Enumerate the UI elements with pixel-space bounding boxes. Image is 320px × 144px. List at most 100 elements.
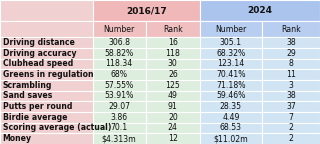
Bar bbox=[0, 80, 93, 91]
Bar bbox=[262, 21, 320, 37]
Text: 2: 2 bbox=[288, 134, 293, 143]
Bar bbox=[262, 80, 320, 91]
Bar bbox=[262, 48, 320, 58]
Bar bbox=[0, 91, 93, 101]
Text: Scoring average (actual): Scoring average (actual) bbox=[3, 123, 111, 132]
Text: 68%: 68% bbox=[111, 70, 128, 79]
Text: 57.55%: 57.55% bbox=[105, 81, 134, 90]
Bar bbox=[0, 133, 93, 144]
Bar bbox=[0, 101, 93, 112]
Text: Birdie average: Birdie average bbox=[3, 113, 67, 122]
Bar bbox=[146, 112, 200, 123]
Text: 29.07: 29.07 bbox=[108, 102, 130, 111]
Text: Driving distance: Driving distance bbox=[3, 38, 75, 47]
Bar bbox=[262, 58, 320, 69]
Text: 91: 91 bbox=[168, 102, 178, 111]
Text: 16: 16 bbox=[168, 38, 178, 47]
Text: 70.1: 70.1 bbox=[111, 123, 128, 132]
Text: 125: 125 bbox=[165, 81, 180, 90]
Text: 20: 20 bbox=[168, 113, 178, 122]
Bar bbox=[262, 69, 320, 80]
Bar bbox=[200, 112, 262, 123]
Text: 68.53: 68.53 bbox=[220, 123, 242, 132]
Text: 58.82%: 58.82% bbox=[105, 49, 134, 58]
Text: 3: 3 bbox=[288, 81, 293, 90]
Bar bbox=[262, 112, 320, 123]
Text: 306.8: 306.8 bbox=[108, 38, 130, 47]
Text: Money: Money bbox=[3, 134, 32, 143]
Bar bbox=[93, 101, 146, 112]
Bar bbox=[0, 48, 93, 58]
Bar bbox=[146, 80, 200, 91]
Bar bbox=[93, 48, 146, 58]
Bar bbox=[200, 80, 262, 91]
Bar bbox=[93, 21, 146, 37]
Bar bbox=[0, 112, 93, 123]
Text: 123.14: 123.14 bbox=[217, 59, 244, 68]
Text: Driving accuracy: Driving accuracy bbox=[3, 49, 76, 58]
Bar bbox=[0, 0, 93, 21]
Bar bbox=[262, 37, 320, 48]
Text: 11: 11 bbox=[286, 70, 296, 79]
Bar bbox=[146, 69, 200, 80]
Text: Rank: Rank bbox=[163, 25, 183, 34]
Bar bbox=[146, 48, 200, 58]
Bar bbox=[93, 37, 146, 48]
Bar bbox=[200, 69, 262, 80]
Bar bbox=[200, 101, 262, 112]
Text: 38: 38 bbox=[286, 38, 296, 47]
Text: 2024: 2024 bbox=[247, 6, 273, 15]
Bar bbox=[262, 133, 320, 144]
Bar bbox=[200, 21, 262, 37]
Bar bbox=[200, 91, 262, 101]
Bar bbox=[146, 101, 200, 112]
Text: 118: 118 bbox=[165, 49, 180, 58]
Bar bbox=[93, 133, 146, 144]
Bar bbox=[146, 91, 200, 101]
Text: 38: 38 bbox=[286, 91, 296, 100]
Bar bbox=[146, 133, 200, 144]
Text: Scrambling: Scrambling bbox=[3, 81, 52, 90]
Text: 37: 37 bbox=[286, 102, 296, 111]
Bar bbox=[93, 58, 146, 69]
Bar bbox=[0, 123, 93, 133]
Bar bbox=[200, 37, 262, 48]
Text: 8: 8 bbox=[288, 59, 293, 68]
Text: 30: 30 bbox=[168, 59, 178, 68]
Bar bbox=[93, 69, 146, 80]
Bar bbox=[93, 91, 146, 101]
Bar bbox=[146, 21, 200, 37]
Bar bbox=[200, 48, 262, 58]
Text: 305.1: 305.1 bbox=[220, 38, 242, 47]
Bar bbox=[262, 91, 320, 101]
Bar bbox=[0, 69, 93, 80]
Bar bbox=[93, 80, 146, 91]
Bar bbox=[262, 101, 320, 112]
Text: Rank: Rank bbox=[281, 25, 301, 34]
Text: Clubhead speed: Clubhead speed bbox=[3, 59, 73, 68]
Text: 3.86: 3.86 bbox=[111, 113, 128, 122]
Bar bbox=[200, 123, 262, 133]
Text: 7: 7 bbox=[288, 113, 293, 122]
Text: 2: 2 bbox=[288, 123, 293, 132]
Bar bbox=[262, 123, 320, 133]
Text: $11.02m: $11.02m bbox=[213, 134, 248, 143]
Bar bbox=[0, 37, 93, 48]
Text: Number: Number bbox=[104, 25, 135, 34]
Bar bbox=[0, 58, 93, 69]
Bar bbox=[200, 0, 320, 21]
Text: 68.32%: 68.32% bbox=[216, 49, 245, 58]
Text: 28.35: 28.35 bbox=[220, 102, 242, 111]
Text: 4.49: 4.49 bbox=[222, 113, 240, 122]
Bar bbox=[146, 58, 200, 69]
Bar bbox=[200, 58, 262, 69]
Text: 71.18%: 71.18% bbox=[216, 81, 246, 90]
Bar bbox=[93, 123, 146, 133]
Bar bbox=[146, 37, 200, 48]
Text: 70.41%: 70.41% bbox=[216, 70, 246, 79]
Bar bbox=[200, 133, 262, 144]
Text: $4.313m: $4.313m bbox=[102, 134, 137, 143]
Text: Greens in regulation: Greens in regulation bbox=[3, 70, 93, 79]
Bar bbox=[93, 0, 200, 21]
Text: 118.34: 118.34 bbox=[106, 59, 133, 68]
